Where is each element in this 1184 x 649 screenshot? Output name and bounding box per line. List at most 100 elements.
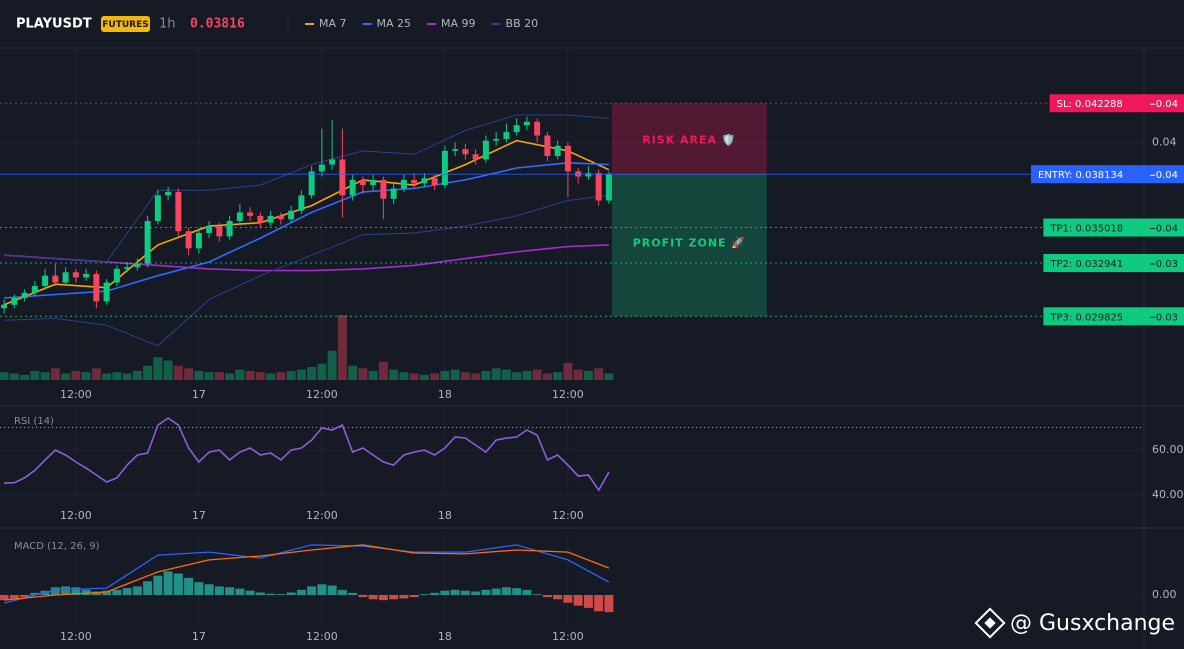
histogram-bar [491, 588, 501, 595]
histogram-bar [440, 590, 450, 595]
histogram-bar [50, 587, 60, 595]
histogram-bar [173, 573, 183, 595]
volume-bar [440, 370, 450, 380]
x-tick-label: 12:00 [552, 509, 584, 522]
volume-bar [153, 357, 163, 380]
volume-bar [61, 373, 71, 380]
zone-label: RISK AREA 🛡️ [642, 134, 736, 147]
y-tick-label: 60.00 [1152, 443, 1184, 456]
badge-bg [101, 16, 150, 32]
watermark: @ Gusxchange [1010, 611, 1175, 636]
candle-body [267, 215, 274, 223]
volume-bar [71, 370, 81, 380]
histogram-bar [389, 595, 399, 600]
histogram-bar [143, 581, 153, 595]
histogram-bar [573, 595, 583, 606]
plot: RISK AREA 🛡️ PROFIT ZONE 🚀 SL: 0.042288 0.0… [0, 94, 1184, 613]
legend-label: BB 20 [506, 17, 539, 30]
candle-body [154, 195, 161, 221]
legend-label: MA 25 [377, 17, 412, 30]
x-tick-label: 17 [192, 388, 206, 401]
histogram-bar [122, 588, 132, 595]
macd-line [4, 544, 610, 601]
candle-body [370, 179, 377, 186]
histogram-bar [30, 592, 40, 595]
candle-body [72, 272, 79, 278]
volume-bar [573, 369, 583, 380]
histogram-bar [296, 589, 306, 595]
candle-body [298, 195, 305, 211]
histogram-bar [153, 575, 163, 595]
candle-body [195, 232, 202, 249]
candle-body [308, 171, 315, 196]
rsi-line [4, 417, 610, 492]
candle-body [534, 121, 541, 136]
volume-bar [276, 372, 286, 380]
level-label: ENTRY: 0.038134 [1038, 170, 1123, 181]
x-tick-label: 18 [438, 388, 452, 401]
candle-body [113, 268, 120, 283]
volume-bar [553, 372, 563, 380]
histogram-bar [399, 595, 409, 599]
histogram-bar [71, 587, 81, 595]
legend: MA 7 MA 25 MA 99 BB 20 [305, 17, 538, 30]
candle-body [257, 215, 264, 223]
volume-bar [604, 373, 614, 380]
histogram-bar [194, 582, 204, 595]
volume-bar [532, 369, 542, 380]
level-tag: 0.03 [1156, 259, 1178, 270]
volume-bar [81, 372, 91, 380]
badge: FUTURES [102, 20, 148, 30]
candle-body [503, 132, 510, 139]
pane-title: RSI (14) [14, 416, 54, 427]
volume-bar [91, 368, 101, 380]
volume-bar [30, 370, 40, 380]
candle-body [206, 226, 213, 233]
level-label: TP2: 0.032941 [1049, 259, 1123, 270]
histogram-bar [368, 595, 378, 600]
level-tag: 0.04 [1156, 170, 1178, 181]
candle-body [441, 150, 448, 186]
histogram-bar [512, 588, 522, 595]
histogram-bar [276, 594, 286, 595]
x-tick-label: 12:00 [60, 630, 92, 643]
histogram-bar [583, 595, 593, 608]
volume-bar [122, 373, 132, 380]
volume-bar [378, 361, 388, 380]
volume-bar [0, 372, 9, 380]
x-tick-label: 12:00 [306, 388, 338, 401]
candle-body [472, 154, 479, 160]
candle-body [93, 273, 100, 302]
volume-bar [9, 373, 19, 380]
x-tick-label: 18 [438, 509, 452, 522]
indicator-line [4, 194, 609, 347]
level-tag-bg [1049, 94, 1184, 113]
histogram-bar [61, 586, 71, 595]
histogram-bar [348, 592, 358, 595]
histogram-bar [112, 589, 122, 595]
histogram-bar [563, 595, 573, 603]
volume-bar [173, 365, 183, 380]
histogram-bar [102, 590, 112, 595]
level-tag: 0.04 [1156, 224, 1178, 235]
volume-bar [266, 373, 276, 380]
x-tick-label: 12:00 [306, 509, 338, 522]
volume-bar [204, 372, 214, 380]
level-tag: 0.03 [1156, 312, 1178, 323]
histogram-bar [522, 589, 532, 595]
y-tick-label: 0.00 [1152, 588, 1177, 601]
histogram-bar [225, 587, 235, 595]
volume-bar [307, 367, 317, 380]
volume-bar [132, 370, 142, 380]
volume-bar [399, 372, 409, 380]
symbol: PLAYUSDT [16, 17, 92, 32]
candle-body [83, 273, 90, 278]
y-tick-label: 0.04 [1152, 135, 1177, 148]
volume-bar [214, 372, 224, 380]
volume-bar [20, 374, 30, 380]
volume-bar [327, 350, 337, 380]
grid: 12:00 17 12:00 18 12:00 0.04 12:00 17 12:00 18 12:… [0, 48, 1184, 643]
candle-body [523, 121, 530, 126]
y-tick-label: 40.00 [1152, 488, 1184, 501]
candle-body [482, 140, 489, 160]
